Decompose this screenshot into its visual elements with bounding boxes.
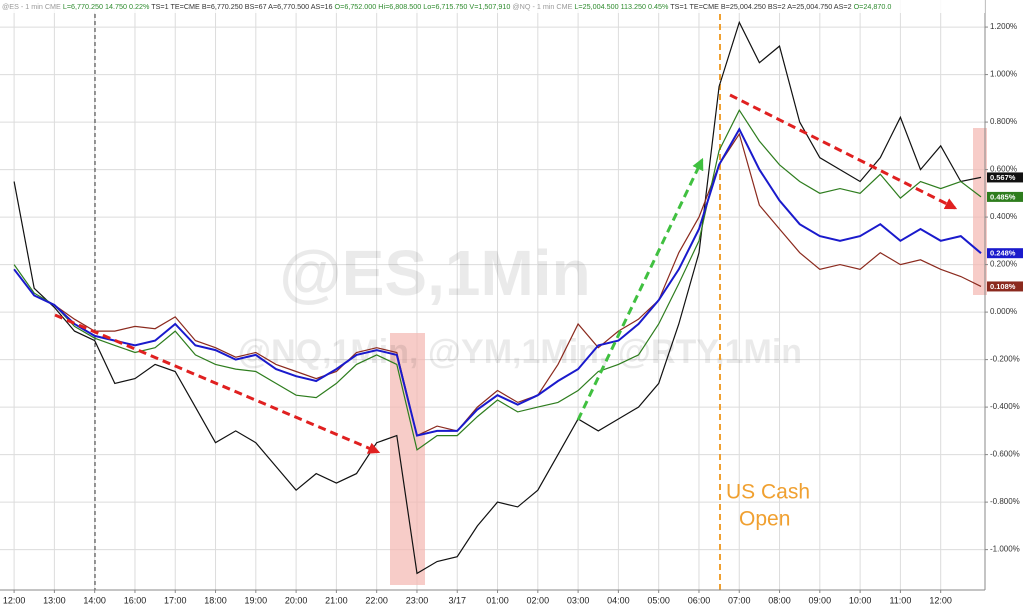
- header: @ES - 1 min CME L=6,770.250 14.750 0.22%…: [0, 0, 985, 13]
- y-tick-label: -0.600%: [990, 450, 1020, 459]
- header-text: @ES - 1 min CME L=6,770.250 14.750 0.22%…: [2, 2, 891, 11]
- last-value-label: 0.248%: [990, 249, 1016, 258]
- x-tick-label: 17:00: [164, 595, 187, 605]
- y-tick-label: 0.600%: [990, 165, 1017, 174]
- x-tick-label: 09:00: [809, 595, 832, 605]
- trend-arrow: [729, 93, 958, 210]
- header-item: L=6,770.250 14.750 0.22%: [63, 2, 150, 11]
- x-tick-label: 16:00: [124, 595, 147, 605]
- header-item: O=6,752.000 Hi=6,808.500 Lo=6,715.750 V=…: [335, 2, 511, 11]
- last-value-label: 0.108%: [990, 282, 1016, 291]
- x-tick-label: 12:00: [929, 595, 952, 605]
- x-tick-label: 13:00: [43, 595, 66, 605]
- trend-arrow: [576, 157, 704, 421]
- header-item: TS=1 TE=CME B=25,004.250 BS=2 A=25,004.7…: [670, 2, 851, 11]
- x-tick-label: 03:00: [567, 595, 590, 605]
- y-tick-label: 0.800%: [990, 117, 1017, 126]
- x-tick-label: 20:00: [285, 595, 308, 605]
- header-bg: [0, 0, 985, 13]
- header-item: @NQ - 1 min CME: [512, 2, 572, 11]
- series-line: [13, 108, 982, 451]
- x-tick-label: 12:00: [3, 595, 26, 605]
- y-tick-label: -1.000%: [990, 545, 1020, 554]
- last-value-tag: 0.108%: [987, 281, 1023, 292]
- x-tick-label: 23:00: [406, 595, 429, 605]
- y-tick-label: -0.400%: [990, 402, 1020, 411]
- x-tick-label: 08:00: [768, 595, 791, 605]
- x-tick-label: 06:00: [688, 595, 711, 605]
- last-value-box: [987, 191, 1023, 202]
- header-item: TS=1 TE=CME B=6,770.250 BS=67 A=6,770.50…: [151, 2, 332, 11]
- y-tick-label: 0.200%: [990, 260, 1017, 269]
- watermark: @ES,1Min: [279, 237, 590, 309]
- annotation: US Cash: [726, 481, 810, 504]
- x-tick-label: 05:00: [647, 595, 670, 605]
- last-value-box: [987, 281, 1023, 292]
- series-line: [13, 127, 982, 437]
- header-item: O=24,870.0: [854, 2, 892, 11]
- x-tick-label: 01:00: [486, 595, 509, 605]
- y-tick-label: 0.000%: [990, 307, 1017, 316]
- x-tick-label: 21:00: [325, 595, 348, 605]
- y-tick-label: -0.800%: [990, 497, 1020, 506]
- series-line: [13, 132, 982, 437]
- y-tick-label: 0.400%: [990, 212, 1017, 221]
- x-tick-label: 07:00: [728, 595, 751, 605]
- last-value-tag: 0.485%: [987, 191, 1023, 202]
- x-tick-label: 10:00: [849, 595, 872, 605]
- x-tick-label: 04:00: [607, 595, 630, 605]
- trend-arrow: [54, 313, 381, 454]
- grid: [0, 0, 985, 590]
- annotation: Open: [739, 508, 790, 531]
- x-tick-label: 19:00: [245, 595, 268, 605]
- header-item: @ES - 1 min CME: [2, 2, 61, 11]
- y-tick-label: 1.000%: [990, 70, 1017, 79]
- x-tick-label: 11:00: [889, 595, 911, 605]
- y-tick-label: -0.200%: [990, 355, 1020, 364]
- x-tick-label: 18:00: [204, 595, 227, 605]
- watermark: @NQ,1Min, @YM,1Min, @RTY,1Min: [238, 333, 802, 371]
- last-value-label: 0.485%: [990, 192, 1016, 201]
- last-value-box: [987, 172, 1023, 183]
- y-tick-label: 1.200%: [990, 22, 1017, 31]
- highlight-region: [973, 128, 987, 295]
- series-line: [13, 20, 982, 575]
- last-value-label: 0.567%: [990, 173, 1016, 182]
- x-tick-label: 3/17: [448, 595, 466, 605]
- series-lines: [13, 20, 982, 575]
- last-value-tag: 0.567%: [987, 172, 1023, 183]
- x-tick-label: 14:00: [83, 595, 106, 605]
- last-value-tag: 0.248%: [987, 248, 1023, 259]
- highlight-region: [390, 333, 425, 585]
- x-tick-label: 02:00: [527, 595, 550, 605]
- x-tick-label: 22:00: [365, 595, 388, 605]
- header-item: L=25,004.500 113.250 0.45%: [574, 2, 669, 11]
- last-value-box: [987, 248, 1023, 259]
